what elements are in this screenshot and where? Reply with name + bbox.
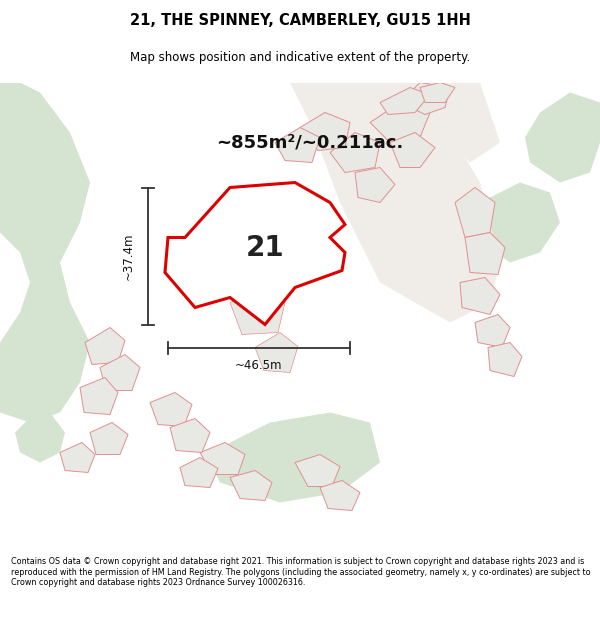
Polygon shape xyxy=(275,127,320,162)
Polygon shape xyxy=(465,232,505,274)
Polygon shape xyxy=(80,378,118,414)
Polygon shape xyxy=(90,422,128,454)
Polygon shape xyxy=(15,412,65,462)
Polygon shape xyxy=(400,82,450,114)
Polygon shape xyxy=(390,132,435,168)
Polygon shape xyxy=(180,458,218,488)
Text: ~855m²/~0.211ac.: ~855m²/~0.211ac. xyxy=(217,134,404,151)
Polygon shape xyxy=(100,354,140,391)
Polygon shape xyxy=(295,454,340,486)
Polygon shape xyxy=(420,82,500,162)
Polygon shape xyxy=(525,92,600,182)
Polygon shape xyxy=(320,481,360,511)
Polygon shape xyxy=(85,328,125,364)
Polygon shape xyxy=(170,419,210,452)
Text: ~46.5m: ~46.5m xyxy=(235,359,283,372)
Polygon shape xyxy=(475,314,510,348)
Polygon shape xyxy=(380,88,430,114)
Polygon shape xyxy=(150,392,192,426)
Polygon shape xyxy=(165,182,345,324)
Polygon shape xyxy=(230,288,285,334)
Polygon shape xyxy=(455,188,495,238)
Polygon shape xyxy=(60,442,95,472)
Polygon shape xyxy=(200,442,245,474)
Polygon shape xyxy=(255,332,298,372)
Polygon shape xyxy=(0,82,90,422)
Polygon shape xyxy=(330,132,380,173)
Polygon shape xyxy=(488,342,522,376)
Polygon shape xyxy=(290,82,500,322)
Polygon shape xyxy=(420,82,455,102)
Polygon shape xyxy=(300,112,350,151)
Text: 21, THE SPINNEY, CAMBERLEY, GU15 1HH: 21, THE SPINNEY, CAMBERLEY, GU15 1HH xyxy=(130,13,470,28)
Text: 21: 21 xyxy=(245,234,284,261)
Polygon shape xyxy=(210,412,380,502)
Polygon shape xyxy=(370,102,430,142)
Polygon shape xyxy=(475,182,560,262)
Polygon shape xyxy=(355,168,395,202)
Text: Contains OS data © Crown copyright and database right 2021. This information is : Contains OS data © Crown copyright and d… xyxy=(11,557,590,587)
Text: Map shows position and indicative extent of the property.: Map shows position and indicative extent… xyxy=(130,51,470,64)
Polygon shape xyxy=(230,471,272,501)
Text: ~37.4m: ~37.4m xyxy=(121,232,134,280)
Polygon shape xyxy=(460,278,500,314)
